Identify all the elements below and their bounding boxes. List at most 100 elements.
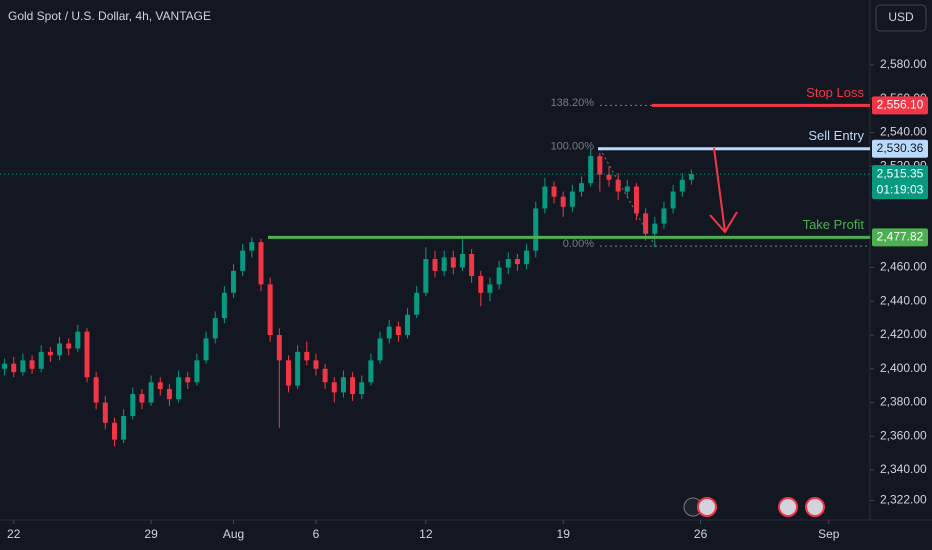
candle-body [313, 360, 319, 369]
candle-body [66, 343, 72, 349]
candle-body [20, 360, 26, 373]
currency[interactable]: USD [888, 10, 914, 24]
candle-body [176, 377, 182, 400]
candle-body [304, 351, 310, 361]
candle-body [285, 360, 291, 386]
candle-body [505, 259, 511, 268]
level-label: Take Profit [803, 217, 865, 232]
candle-body [661, 208, 667, 224]
candle-body [111, 422, 117, 440]
x-tick-label: Sep [818, 527, 840, 541]
candle-body [579, 183, 585, 192]
candle-body [139, 394, 145, 403]
x-tick-label: 29 [144, 527, 158, 541]
last-price-label: 2,515.35 [877, 166, 924, 180]
event-icons [683, 497, 825, 517]
candle-body [542, 186, 548, 209]
y-tick-label: 2,322.00 [880, 493, 927, 507]
candle-body [459, 254, 465, 268]
level-label: Stop Loss [806, 85, 864, 100]
candle-body [47, 351, 53, 356]
candle-body [487, 284, 493, 293]
y-tick-label: 2,400.00 [880, 361, 927, 375]
candle-body [231, 270, 237, 293]
candle-body [597, 156, 603, 175]
last-price-tag [872, 165, 928, 200]
candle-body [75, 331, 81, 349]
candle-body [478, 275, 484, 293]
candle-body [624, 186, 630, 192]
x-tick-label: 12 [419, 527, 433, 541]
y-tick-label: 2,460.00 [880, 260, 927, 274]
y-tick-label: 2,380.00 [880, 395, 927, 409]
candle-body [194, 360, 200, 383]
candle-body [524, 250, 530, 265]
candle-body [606, 174, 612, 180]
price-tag [872, 228, 928, 247]
candle-body [57, 343, 63, 356]
candle-body [331, 382, 337, 393]
x-tick-label: 19 [557, 527, 571, 541]
candle-body [267, 284, 273, 336]
candle-body [212, 318, 218, 339]
price-tag-label: 2,556.10 [877, 97, 924, 111]
candle-body [11, 363, 17, 373]
price-tag-label: 2,530.36 [877, 141, 924, 155]
x-tick-label: Aug [223, 527, 244, 541]
candle-body [533, 208, 539, 251]
y-tick-label: 2,420.00 [880, 327, 927, 341]
currency-button[interactable] [875, 4, 927, 32]
candle-body [276, 335, 282, 361]
candle-body [29, 360, 35, 369]
candle-body [688, 174, 694, 180]
candle-body [414, 292, 420, 315]
candle-body [121, 416, 127, 440]
candle-body [386, 326, 392, 339]
candle-body [395, 326, 401, 336]
candle-body [166, 389, 172, 400]
fib-trend [599, 148, 656, 247]
candle-body [441, 257, 447, 271]
y-tick-label: 2,360.00 [880, 428, 927, 442]
fib-label: 100.00% [551, 141, 595, 153]
candle-body [295, 351, 301, 386]
price-tag [872, 139, 928, 158]
price-tag [872, 96, 928, 115]
fib-label: 138.20% [551, 97, 595, 109]
candle-body [102, 402, 108, 423]
candle-body [377, 338, 383, 361]
candle-body [670, 191, 676, 209]
candle-body [679, 179, 685, 192]
candle-body [633, 186, 639, 214]
price-tag-label: 2,477.82 [877, 230, 924, 244]
candle-body [423, 259, 429, 293]
candle-body [350, 377, 356, 395]
candle-body [652, 223, 658, 234]
y-tick-label: 2,540.00 [880, 125, 927, 139]
level-label: Sell Entry [808, 128, 864, 143]
candle-body [569, 191, 575, 207]
y-tick-label: 2,340.00 [880, 462, 927, 476]
fib-label: 0.00% [563, 238, 594, 250]
candle-body [249, 242, 255, 251]
candle-body [148, 382, 154, 403]
candle-body [258, 242, 264, 285]
countdown: 01:19:03 [877, 182, 924, 196]
candle-body [130, 394, 136, 417]
candle-body [514, 259, 520, 265]
candle-body [2, 363, 8, 369]
candle-body [340, 377, 346, 393]
candle-body [185, 377, 191, 383]
x-tick-label: 22 [7, 527, 21, 541]
candle-body [359, 382, 365, 395]
candle-body [588, 156, 594, 184]
candle-body [322, 368, 328, 383]
y-tick-label: 2,440.00 [880, 293, 927, 307]
candle-body [551, 186, 557, 197]
candle-body [84, 331, 90, 378]
candle-body [643, 213, 649, 234]
candle-body [221, 292, 227, 319]
candle-body [240, 250, 246, 271]
